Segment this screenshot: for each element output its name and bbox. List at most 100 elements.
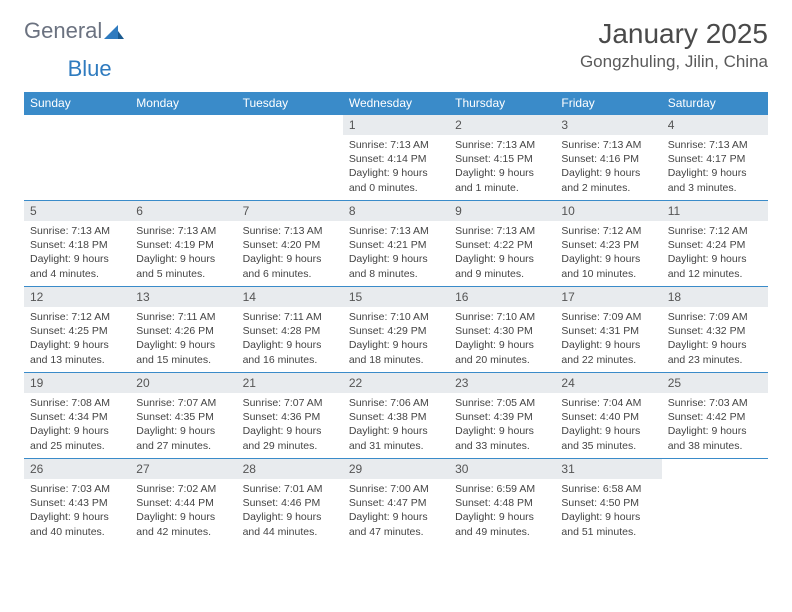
day-number: 17	[555, 287, 661, 307]
day-number: 27	[130, 459, 236, 479]
day-details: Sunrise: 7:13 AMSunset: 4:17 PMDaylight:…	[662, 135, 768, 198]
day-details: Sunrise: 6:58 AMSunset: 4:50 PMDaylight:…	[555, 479, 661, 542]
calendar-cell: 29Sunrise: 7:00 AMSunset: 4:47 PMDayligh…	[343, 459, 449, 545]
weekday-header: Friday	[555, 92, 661, 115]
calendar-cell: 2Sunrise: 7:13 AMSunset: 4:15 PMDaylight…	[449, 115, 555, 201]
day-number: 29	[343, 459, 449, 479]
calendar-cell: 30Sunrise: 6:59 AMSunset: 4:48 PMDayligh…	[449, 459, 555, 545]
day-details: Sunrise: 7:13 AMSunset: 4:15 PMDaylight:…	[449, 135, 555, 198]
day-details: Sunrise: 7:03 AMSunset: 4:43 PMDaylight:…	[24, 479, 130, 542]
day-details: Sunrise: 7:07 AMSunset: 4:36 PMDaylight:…	[237, 393, 343, 456]
calendar-body: ......1Sunrise: 7:13 AMSunset: 4:14 PMDa…	[24, 115, 768, 545]
calendar-cell: 12Sunrise: 7:12 AMSunset: 4:25 PMDayligh…	[24, 287, 130, 373]
calendar-row: 19Sunrise: 7:08 AMSunset: 4:34 PMDayligh…	[24, 373, 768, 459]
calendar-cell: 31Sunrise: 6:58 AMSunset: 4:50 PMDayligh…	[555, 459, 661, 545]
day-number: 24	[555, 373, 661, 393]
day-number: 5	[24, 201, 130, 221]
day-details: Sunrise: 7:10 AMSunset: 4:29 PMDaylight:…	[343, 307, 449, 370]
day-details: Sunrise: 7:12 AMSunset: 4:25 PMDaylight:…	[24, 307, 130, 370]
calendar-cell: 27Sunrise: 7:02 AMSunset: 4:44 PMDayligh…	[130, 459, 236, 545]
calendar-cell: 19Sunrise: 7:08 AMSunset: 4:34 PMDayligh…	[24, 373, 130, 459]
calendar-cell: 24Sunrise: 7:04 AMSunset: 4:40 PMDayligh…	[555, 373, 661, 459]
calendar-cell: 22Sunrise: 7:06 AMSunset: 4:38 PMDayligh…	[343, 373, 449, 459]
calendar-cell: 23Sunrise: 7:05 AMSunset: 4:39 PMDayligh…	[449, 373, 555, 459]
calendar-cell: 1Sunrise: 7:13 AMSunset: 4:14 PMDaylight…	[343, 115, 449, 201]
day-number: 9	[449, 201, 555, 221]
calendar-cell: 15Sunrise: 7:10 AMSunset: 4:29 PMDayligh…	[343, 287, 449, 373]
calendar-cell: 16Sunrise: 7:10 AMSunset: 4:30 PMDayligh…	[449, 287, 555, 373]
day-number: 16	[449, 287, 555, 307]
day-details: Sunrise: 7:10 AMSunset: 4:30 PMDaylight:…	[449, 307, 555, 370]
day-number: 11	[662, 201, 768, 221]
calendar-cell: 26Sunrise: 7:03 AMSunset: 4:43 PMDayligh…	[24, 459, 130, 545]
day-details: Sunrise: 7:12 AMSunset: 4:24 PMDaylight:…	[662, 221, 768, 284]
day-details: Sunrise: 7:09 AMSunset: 4:32 PMDaylight:…	[662, 307, 768, 370]
day-details: Sunrise: 7:11 AMSunset: 4:26 PMDaylight:…	[130, 307, 236, 370]
logo-text-gray: General	[24, 18, 102, 44]
day-details: Sunrise: 7:09 AMSunset: 4:31 PMDaylight:…	[555, 307, 661, 370]
day-number: 31	[555, 459, 661, 479]
calendar-cell: 25Sunrise: 7:03 AMSunset: 4:42 PMDayligh…	[662, 373, 768, 459]
day-details: Sunrise: 7:13 AMSunset: 4:19 PMDaylight:…	[130, 221, 236, 284]
logo: General	[24, 18, 126, 44]
day-details: Sunrise: 7:03 AMSunset: 4:42 PMDaylight:…	[662, 393, 768, 456]
day-number: 4	[662, 115, 768, 135]
day-number: 30	[449, 459, 555, 479]
day-number: 21	[237, 373, 343, 393]
day-details: Sunrise: 7:08 AMSunset: 4:34 PMDaylight:…	[24, 393, 130, 456]
calendar-row: 26Sunrise: 7:03 AMSunset: 4:43 PMDayligh…	[24, 459, 768, 545]
day-details: Sunrise: 7:13 AMSunset: 4:14 PMDaylight:…	[343, 135, 449, 198]
month-title: January 2025	[580, 18, 768, 50]
day-details: Sunrise: 7:13 AMSunset: 4:21 PMDaylight:…	[343, 221, 449, 284]
calendar-cell: ..	[24, 115, 130, 201]
title-block: January 2025 Gongzhuling, Jilin, China	[580, 18, 768, 72]
day-number: 3	[555, 115, 661, 135]
calendar-cell: 17Sunrise: 7:09 AMSunset: 4:31 PMDayligh…	[555, 287, 661, 373]
day-details: Sunrise: 7:04 AMSunset: 4:40 PMDaylight:…	[555, 393, 661, 456]
calendar-cell: 8Sunrise: 7:13 AMSunset: 4:21 PMDaylight…	[343, 201, 449, 287]
day-number: 20	[130, 373, 236, 393]
day-details: Sunrise: 7:13 AMSunset: 4:18 PMDaylight:…	[24, 221, 130, 284]
calendar-row: 12Sunrise: 7:12 AMSunset: 4:25 PMDayligh…	[24, 287, 768, 373]
calendar-table: SundayMondayTuesdayWednesdayThursdayFrid…	[24, 92, 768, 545]
triangle-icon	[104, 23, 124, 39]
calendar-cell: 20Sunrise: 7:07 AMSunset: 4:35 PMDayligh…	[130, 373, 236, 459]
calendar-cell: ..	[662, 459, 768, 545]
day-number: 13	[130, 287, 236, 307]
calendar-cell: 11Sunrise: 7:12 AMSunset: 4:24 PMDayligh…	[662, 201, 768, 287]
location: Gongzhuling, Jilin, China	[580, 52, 768, 72]
day-number: 12	[24, 287, 130, 307]
day-details: Sunrise: 7:13 AMSunset: 4:16 PMDaylight:…	[555, 135, 661, 198]
day-number: 7	[237, 201, 343, 221]
day-number: 22	[343, 373, 449, 393]
day-number: 1	[343, 115, 449, 135]
calendar-cell: 21Sunrise: 7:07 AMSunset: 4:36 PMDayligh…	[237, 373, 343, 459]
day-number: 14	[237, 287, 343, 307]
day-number: 6	[130, 201, 236, 221]
day-number: 23	[449, 373, 555, 393]
day-number: 26	[24, 459, 130, 479]
day-number: 2	[449, 115, 555, 135]
calendar-cell: 18Sunrise: 7:09 AMSunset: 4:32 PMDayligh…	[662, 287, 768, 373]
calendar-cell: 10Sunrise: 7:12 AMSunset: 4:23 PMDayligh…	[555, 201, 661, 287]
day-number: 10	[555, 201, 661, 221]
calendar-cell: 9Sunrise: 7:13 AMSunset: 4:22 PMDaylight…	[449, 201, 555, 287]
weekday-header: Saturday	[662, 92, 768, 115]
day-details: Sunrise: 6:59 AMSunset: 4:48 PMDaylight:…	[449, 479, 555, 542]
calendar-cell: ..	[237, 115, 343, 201]
weekday-header: Tuesday	[237, 92, 343, 115]
calendar-cell: 6Sunrise: 7:13 AMSunset: 4:19 PMDaylight…	[130, 201, 236, 287]
calendar-cell: ..	[130, 115, 236, 201]
weekday-header: Sunday	[24, 92, 130, 115]
calendar-cell: 7Sunrise: 7:13 AMSunset: 4:20 PMDaylight…	[237, 201, 343, 287]
calendar-row: 5Sunrise: 7:13 AMSunset: 4:18 PMDaylight…	[24, 201, 768, 287]
logo-text-blue: Blue	[68, 56, 112, 82]
calendar-cell: 28Sunrise: 7:01 AMSunset: 4:46 PMDayligh…	[237, 459, 343, 545]
day-details: Sunrise: 7:01 AMSunset: 4:46 PMDaylight:…	[237, 479, 343, 542]
day-number: 25	[662, 373, 768, 393]
calendar-cell: 5Sunrise: 7:13 AMSunset: 4:18 PMDaylight…	[24, 201, 130, 287]
day-number: 18	[662, 287, 768, 307]
day-details: Sunrise: 7:07 AMSunset: 4:35 PMDaylight:…	[130, 393, 236, 456]
day-number: 28	[237, 459, 343, 479]
calendar-header: SundayMondayTuesdayWednesdayThursdayFrid…	[24, 92, 768, 115]
